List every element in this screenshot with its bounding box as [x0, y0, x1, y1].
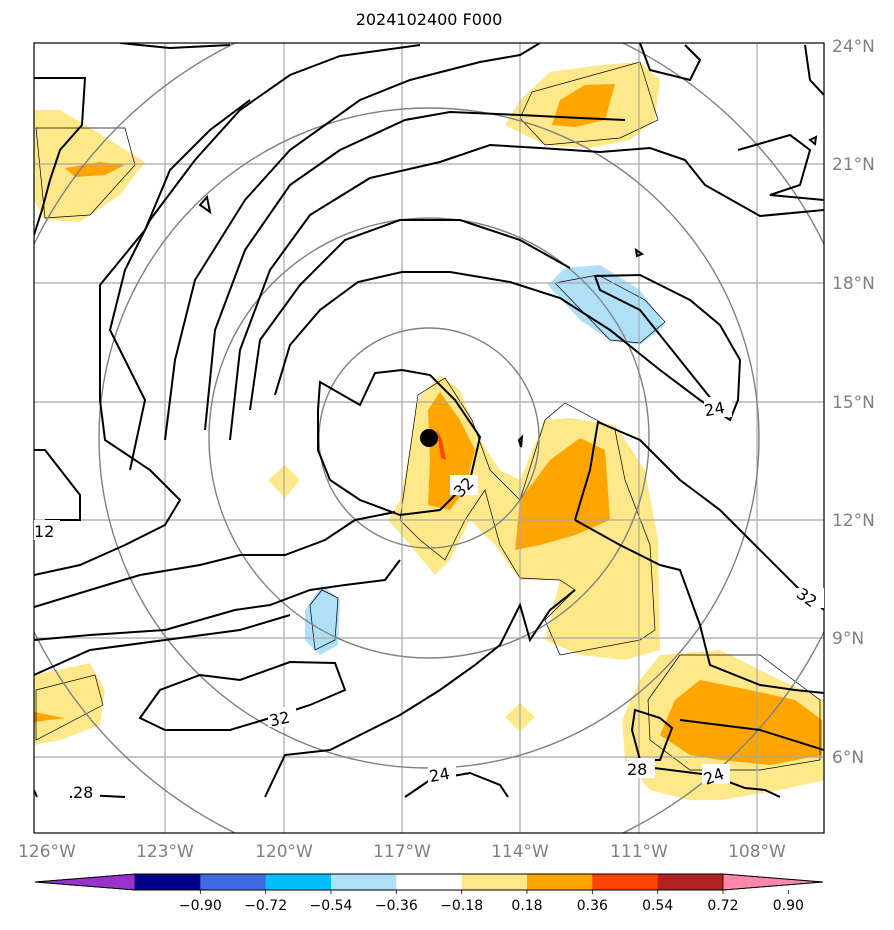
lat-label: 12°N [832, 511, 875, 531]
contour-label: 24 [703, 398, 726, 420]
colorbar: −0.90 −0.72 −0.54 −0.36 −0.18 0.18 0.36 0.54 0.7… [34, 873, 824, 914]
lon-label: 114°W [491, 842, 549, 862]
colorbar-tick-label: −0.18 [440, 898, 483, 914]
colorbar-tick-label: 0.72 [707, 898, 738, 914]
lat-label: 6°N [832, 748, 864, 768]
map-frame [33, 42, 825, 834]
colorbar-segment [592, 874, 659, 890]
colorbar-extend-high [722, 873, 824, 891]
longitude-labels: 126°W 123°W 120°W 117°W 114°W 111°W 108°… [18, 842, 786, 862]
lon-label: 126°W [18, 842, 76, 862]
lat-label: 18°N [832, 274, 875, 294]
colorbar-tick-label: 0.18 [511, 898, 542, 914]
latitude-labels: 24°N 21°N 18°N 15°N 12°N 9°N 6°N [832, 37, 875, 768]
lon-label: 111°W [610, 842, 668, 862]
colorbar-segment [200, 874, 267, 890]
storm-center-marker [420, 429, 438, 447]
colorbar-segment [331, 874, 397, 890]
contour-label: 32 [268, 708, 292, 731]
colorbar-tick-label: −0.90 [179, 898, 222, 914]
colorbar-tick-label: −0.54 [310, 898, 353, 914]
colorbar-segment [265, 874, 332, 890]
contour-label: 12 [34, 522, 54, 541]
contour-label: 24 [428, 764, 451, 786]
lat-label: 15°N [832, 393, 875, 413]
colorbar-segment [527, 874, 593, 890]
colorbar-segment [657, 874, 724, 890]
colorbar-extend-low [34, 873, 136, 891]
colorbar-segment [396, 874, 463, 890]
colorbar-tick-label: −0.72 [244, 898, 287, 914]
colorbar-tick-label: 0.54 [642, 898, 673, 914]
lat-label: 9°N [832, 629, 864, 649]
colorbar-tick-label: 0.90 [773, 898, 804, 914]
lat-label: 21°N [832, 155, 875, 175]
lon-label: 108°W [728, 842, 786, 862]
map-title: 2024102400 F000 [355, 10, 503, 29]
colorbar-tick-label: 0.36 [577, 898, 608, 914]
contour-label: 28 [627, 760, 647, 779]
lat-label: 24°N [832, 37, 875, 57]
colorbar-segment [461, 874, 528, 890]
colorbar-segment [135, 874, 201, 890]
lon-label: 117°W [373, 842, 431, 862]
colorbar-outline [34, 873, 824, 891]
map-plot-area [34, 43, 824, 833]
contour-label: 28 [73, 783, 93, 802]
lon-label: 123°W [136, 842, 194, 862]
colorbar-tick-label: −0.36 [375, 898, 418, 914]
lon-label: 120°W [255, 842, 313, 862]
